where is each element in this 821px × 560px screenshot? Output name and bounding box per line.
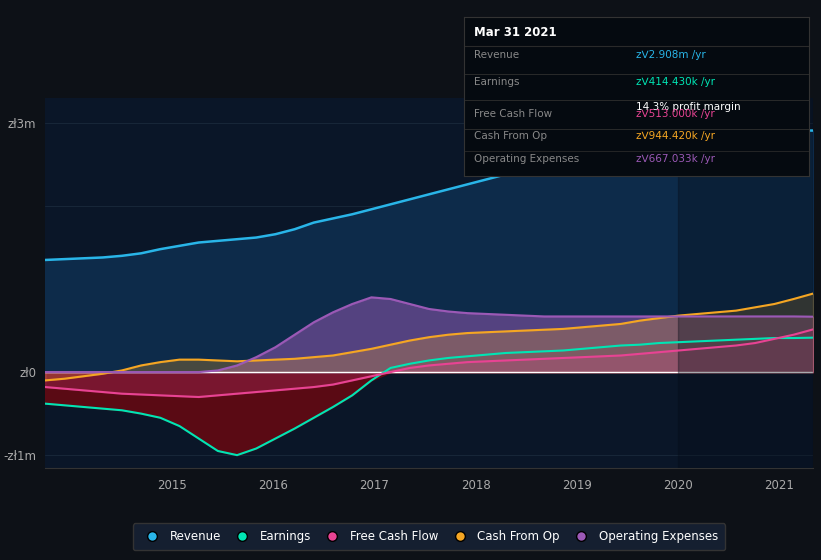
Text: Mar 31 2021: Mar 31 2021 bbox=[475, 26, 557, 39]
Text: Earnings: Earnings bbox=[475, 77, 520, 87]
Text: zᐯ414.430k /yr: zᐯ414.430k /yr bbox=[636, 77, 715, 87]
Text: Operating Expenses: Operating Expenses bbox=[475, 153, 580, 164]
Text: Cash From Op: Cash From Op bbox=[475, 131, 548, 141]
Text: zᐯ667.033k /yr: zᐯ667.033k /yr bbox=[636, 153, 715, 164]
Text: 14.3% profit margin: 14.3% profit margin bbox=[636, 102, 741, 112]
Text: zᐯ944.420k /yr: zᐯ944.420k /yr bbox=[636, 131, 715, 141]
Legend: Revenue, Earnings, Free Cash Flow, Cash From Op, Operating Expenses: Revenue, Earnings, Free Cash Flow, Cash … bbox=[133, 523, 725, 550]
Text: Free Cash Flow: Free Cash Flow bbox=[475, 109, 553, 119]
Text: zᐯ513.000k /yr: zᐯ513.000k /yr bbox=[636, 109, 715, 119]
Bar bbox=[678, 98, 813, 468]
Text: zᐯ2.908m /yr: zᐯ2.908m /yr bbox=[636, 50, 706, 60]
Text: Revenue: Revenue bbox=[475, 50, 520, 60]
